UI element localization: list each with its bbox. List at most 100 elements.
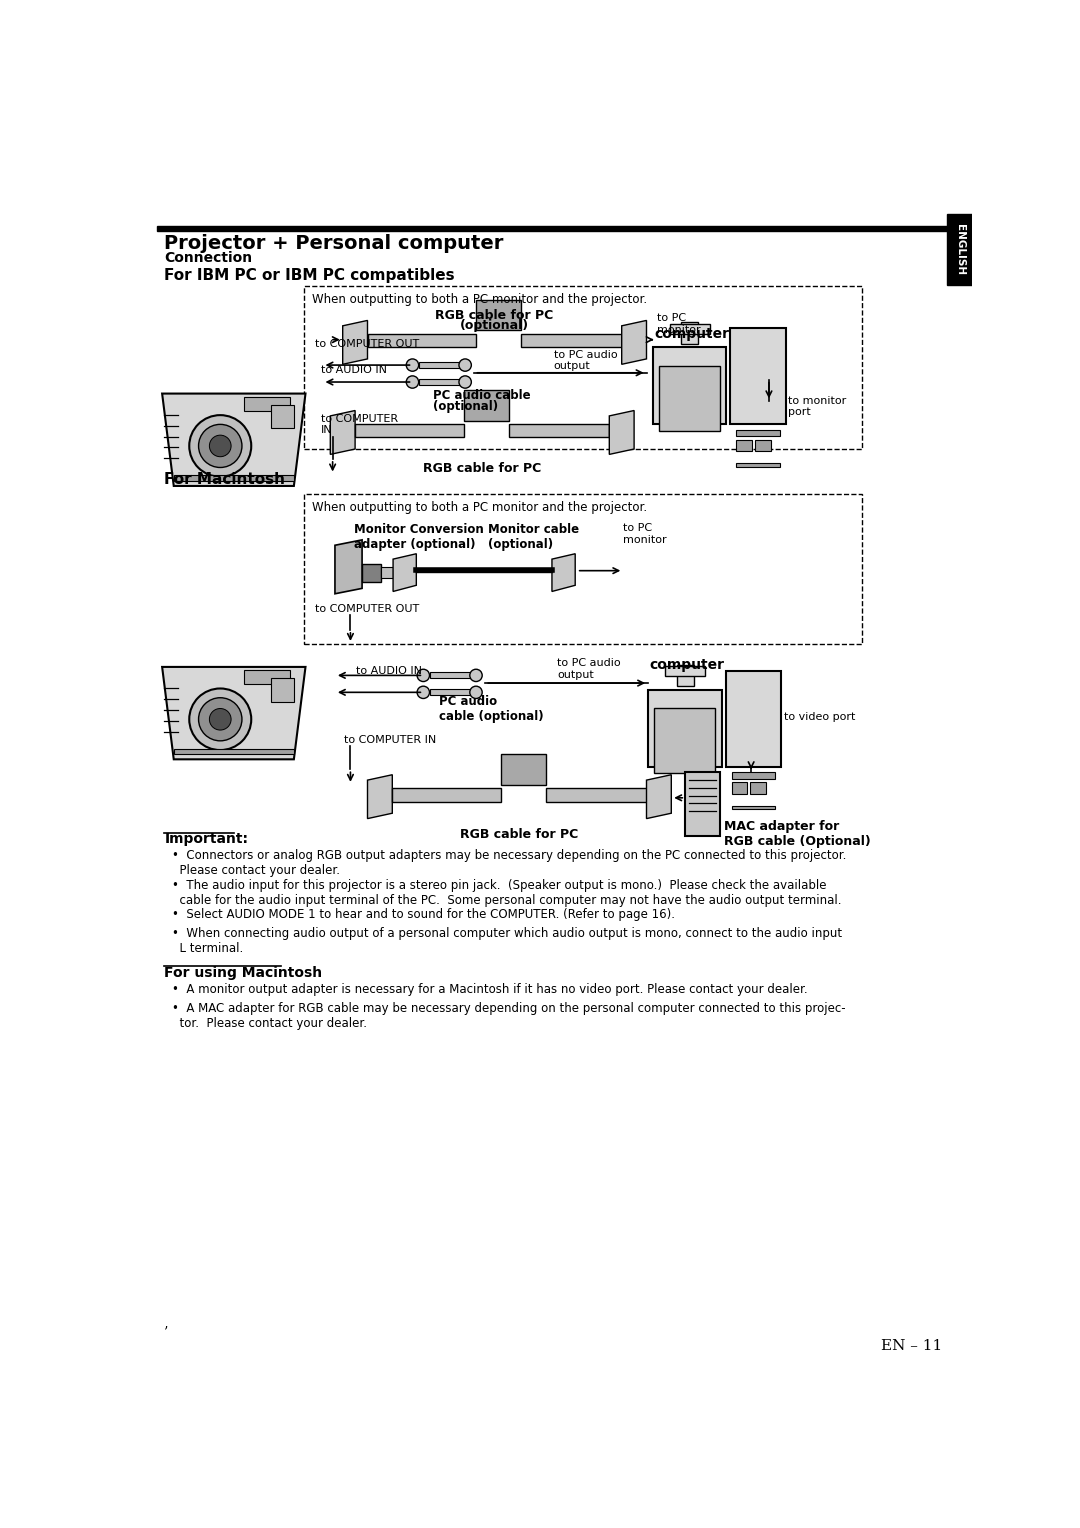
Text: For using Macintosh: For using Macintosh	[164, 966, 323, 979]
Text: Connection: Connection	[164, 251, 253, 264]
Text: to PC
monitor: to PC monitor	[657, 313, 700, 335]
Bar	[732, 782, 747, 795]
Bar	[755, 440, 770, 451]
Text: PC audio cable: PC audio cable	[433, 390, 531, 402]
Bar	[509, 423, 609, 437]
Text: •  When connecting audio output of a personal computer which audio output is mon: • When connecting audio output of a pers…	[172, 927, 842, 955]
Circle shape	[470, 669, 482, 681]
Polygon shape	[647, 775, 672, 819]
Bar	[659, 365, 720, 431]
Bar	[521, 333, 622, 347]
Circle shape	[199, 698, 242, 741]
Polygon shape	[609, 411, 634, 454]
Text: •  A MAC adapter for RGB cable may be necessary depending on the personal comput: • A MAC adapter for RGB cable may be nec…	[172, 1002, 846, 1030]
Circle shape	[210, 435, 231, 457]
Circle shape	[417, 686, 430, 698]
Bar	[157, 226, 948, 231]
Bar	[732, 773, 775, 779]
Text: •  Select AUDIO MODE 1 to hear and to sound for the COMPUTER. (Refer to page 16): • Select AUDIO MODE 1 to hear and to sou…	[172, 908, 675, 921]
Text: When outputting to both a PC monitor and the projector.: When outputting to both a PC monitor and…	[312, 501, 647, 513]
Bar	[670, 324, 710, 333]
Text: •  Connectors or analog RGB output adapters may be necessary depending on the PC: • Connectors or analog RGB output adapte…	[172, 850, 847, 877]
Circle shape	[417, 669, 430, 681]
Bar	[367, 333, 476, 347]
Text: to monitor
port: to monitor port	[788, 396, 847, 417]
Polygon shape	[622, 321, 647, 364]
Text: to video port: to video port	[784, 712, 855, 721]
Text: Projector + Personal computer: Projector + Personal computer	[164, 234, 504, 254]
Bar	[355, 423, 463, 437]
Bar	[303, 286, 862, 449]
Bar	[271, 405, 294, 428]
Circle shape	[459, 376, 471, 388]
Bar	[732, 805, 775, 810]
Text: computer: computer	[654, 327, 729, 341]
Polygon shape	[330, 411, 355, 454]
Text: EN – 11: EN – 11	[881, 1339, 943, 1354]
Bar	[730, 329, 786, 425]
Polygon shape	[342, 321, 367, 364]
Text: PC audio
cable (optional): PC audio cable (optional)	[438, 695, 543, 723]
Bar	[419, 379, 463, 385]
Circle shape	[406, 359, 419, 371]
Circle shape	[470, 686, 482, 698]
Text: RGB cable for PC: RGB cable for PC	[423, 461, 541, 475]
Text: ’: ’	[164, 1325, 168, 1339]
Text: RGB cable for PC: RGB cable for PC	[435, 309, 554, 321]
Text: to COMPUTER
IN: to COMPUTER IN	[321, 414, 399, 435]
Text: to PC audio
output: to PC audio output	[557, 659, 621, 680]
Text: When outputting to both a PC monitor and the projector.: When outputting to both a PC monitor and…	[312, 293, 647, 306]
Bar	[665, 666, 705, 677]
Text: to PC audio
output: to PC audio output	[554, 350, 617, 371]
Bar	[381, 567, 393, 578]
Text: For IBM PC or IBM PC compatibles: For IBM PC or IBM PC compatibles	[164, 269, 455, 283]
Bar	[174, 475, 294, 481]
Text: MAC adapter for
RGB cable (Optional): MAC adapter for RGB cable (Optional)	[724, 821, 870, 848]
Polygon shape	[393, 553, 416, 591]
Circle shape	[189, 416, 252, 477]
Bar	[751, 782, 766, 795]
Bar	[501, 753, 545, 785]
Bar	[677, 665, 693, 686]
Bar	[737, 429, 780, 435]
Bar	[243, 669, 291, 685]
Bar	[303, 494, 862, 643]
Bar	[362, 564, 381, 582]
Polygon shape	[685, 773, 720, 836]
Circle shape	[406, 376, 419, 388]
Text: •  The audio input for this projector is a stereo pin jack.  (Speaker output is : • The audio input for this projector is …	[172, 879, 841, 906]
Bar	[392, 788, 501, 802]
Text: Monitor Conversion
adapter (optional): Monitor Conversion adapter (optional)	[353, 523, 484, 552]
Bar	[174, 749, 294, 753]
Text: ENGLISH: ENGLISH	[955, 225, 964, 275]
Circle shape	[199, 425, 242, 468]
Polygon shape	[367, 775, 392, 819]
Polygon shape	[335, 539, 362, 594]
Bar	[648, 691, 721, 767]
Circle shape	[459, 359, 471, 371]
Polygon shape	[552, 553, 576, 591]
Text: (optional): (optional)	[460, 319, 529, 332]
Circle shape	[210, 709, 231, 730]
Text: computer: computer	[649, 659, 725, 672]
Bar	[681, 322, 699, 344]
Bar	[737, 463, 780, 466]
Text: to COMPUTER OUT: to COMPUTER OUT	[314, 604, 419, 614]
Bar	[271, 678, 294, 701]
Bar	[243, 397, 291, 411]
Bar	[737, 440, 752, 451]
Circle shape	[189, 689, 252, 750]
Bar	[430, 672, 474, 678]
Bar	[654, 709, 715, 773]
Polygon shape	[162, 394, 306, 486]
Bar	[476, 299, 521, 330]
Text: Important:: Important:	[164, 833, 248, 847]
Bar	[545, 788, 647, 802]
Text: Monitor cable
(optional): Monitor cable (optional)	[488, 523, 579, 552]
Text: to COMPUTER IN: to COMPUTER IN	[345, 735, 436, 746]
Text: to AUDIO IN: to AUDIO IN	[321, 365, 387, 376]
Bar	[947, 214, 972, 286]
Text: For Macintosh: For Macintosh	[164, 472, 285, 487]
Text: to AUDIO IN: to AUDIO IN	[356, 666, 422, 675]
Polygon shape	[162, 666, 306, 759]
